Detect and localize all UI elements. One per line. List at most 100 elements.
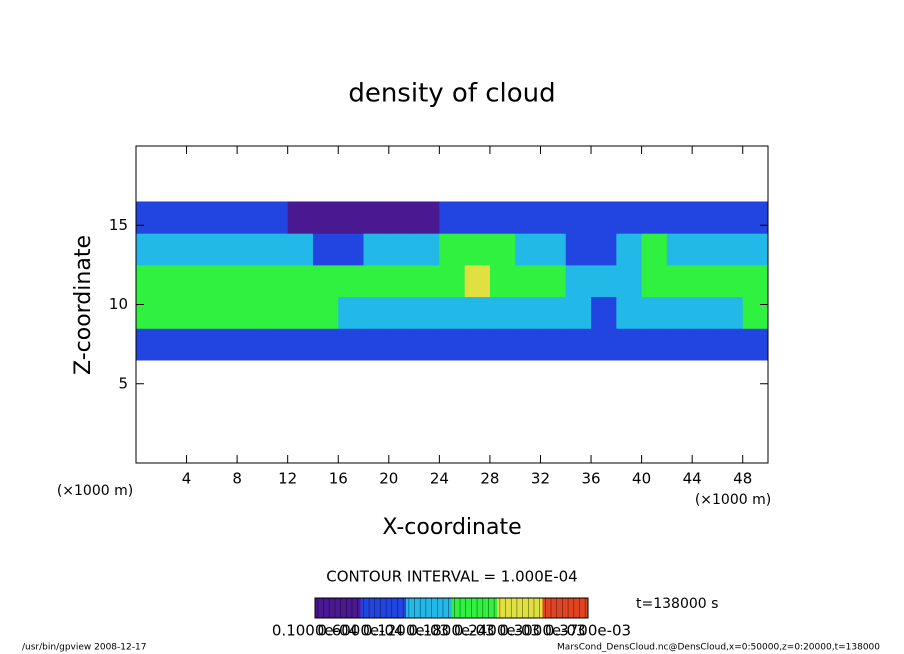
colorbar-label: 0.3700e-03 (545, 622, 631, 640)
x-tick-label: 32 (531, 470, 550, 488)
x-tick-label: 44 (683, 470, 702, 488)
field-cell (388, 233, 415, 266)
field-cell (641, 264, 668, 298)
field-cell (439, 296, 466, 329)
x-tick-label: 12 (278, 470, 297, 488)
field-cell (515, 233, 541, 266)
field-cell (186, 264, 213, 298)
colorbar-label: 0.2400e-03 (454, 622, 540, 640)
field-cell (540, 264, 567, 298)
x-tick-label: 28 (480, 470, 499, 488)
field-cell (540, 296, 567, 329)
field-cell (237, 201, 263, 234)
field-cell (439, 328, 466, 361)
field-cell (338, 201, 365, 234)
field-cell (666, 328, 693, 361)
x-tick-label: 8 (232, 470, 242, 488)
field-cell (742, 233, 769, 266)
field-cell (312, 328, 339, 361)
footer-right: MarsCond_DensCloud.nc@DensCloud,x=0:5000… (557, 643, 880, 653)
field-cell (287, 201, 314, 234)
field-cell (312, 201, 339, 234)
field-cell (489, 201, 516, 234)
field-cell (186, 233, 213, 266)
colorbar-frame (314, 597, 589, 619)
field-cell (161, 233, 188, 266)
field-cell (363, 296, 390, 329)
field-cell (136, 328, 162, 361)
field-cell (388, 264, 415, 298)
colorbar-label: 0.1800e-03 (408, 622, 494, 640)
field-cell (439, 233, 466, 266)
field-cell (692, 296, 718, 329)
field-cell (414, 233, 440, 266)
field-cell (186, 328, 213, 361)
field-cell (717, 328, 744, 361)
field-cell (136, 264, 162, 298)
field-cell (211, 233, 238, 266)
field-cell (363, 328, 390, 361)
y-tick-label: 5 (118, 374, 128, 392)
field-cell (136, 296, 162, 329)
field-cell (666, 201, 693, 234)
field-cell (742, 296, 769, 329)
field-cell (136, 201, 162, 234)
y-axis-label: Z-coordinate (71, 235, 96, 375)
field-cell (414, 201, 440, 234)
x-tick-label: 4 (182, 470, 192, 488)
field-cell (312, 296, 339, 329)
x-axis-label: X-coordinate (382, 515, 521, 540)
field-cell (287, 296, 314, 329)
field-cell (262, 264, 289, 298)
colorbar-label: 0.6000e-04 (317, 622, 403, 640)
field-cell (540, 201, 567, 234)
field-cell (742, 328, 769, 361)
colorbar-segment (451, 598, 497, 618)
field-cell (616, 264, 643, 298)
field-cell (515, 296, 541, 329)
field-cell (591, 328, 617, 361)
x-tick-label: 48 (733, 470, 752, 488)
colorbar-segment (406, 598, 452, 618)
y-tick-label: 10 (109, 295, 128, 313)
field-cell (692, 201, 718, 234)
field-cell (666, 233, 693, 266)
field-cell (136, 233, 162, 266)
field-cell (363, 233, 390, 266)
field-cell (489, 296, 516, 329)
field-cell (591, 201, 617, 234)
x-tick-label: 16 (329, 470, 348, 488)
field-cell (692, 264, 718, 298)
field-cell (363, 201, 390, 234)
colorbar-segment (360, 598, 406, 618)
field-cell (591, 264, 617, 298)
field-cell (338, 264, 365, 298)
field-cell (312, 264, 339, 298)
field-cell (616, 201, 643, 234)
field-cell (464, 296, 491, 329)
field-cell (262, 201, 289, 234)
colorbar-label: 0.1200e-03 (363, 622, 449, 640)
y-tick-label: 15 (109, 216, 128, 234)
field-cell (515, 328, 541, 361)
field-cell (666, 264, 693, 298)
field-cell (464, 328, 491, 361)
footer-left: /usr/bin/gpview 2008-12-17 (22, 643, 146, 653)
field-cell (262, 233, 289, 266)
field-cell (565, 264, 592, 298)
field-cell (692, 328, 718, 361)
field-cell (211, 296, 238, 329)
x-tick-label: 40 (632, 470, 651, 488)
field-cell (565, 201, 592, 234)
field-cell (641, 296, 668, 329)
colorbar-segment (497, 598, 543, 618)
field-cell (161, 296, 188, 329)
field-cell (464, 264, 491, 298)
field-cell (388, 296, 415, 329)
field-cell (540, 233, 567, 266)
field-cell (161, 328, 188, 361)
field-cell (489, 328, 516, 361)
field-cell (489, 264, 516, 298)
field-cell (414, 296, 440, 329)
